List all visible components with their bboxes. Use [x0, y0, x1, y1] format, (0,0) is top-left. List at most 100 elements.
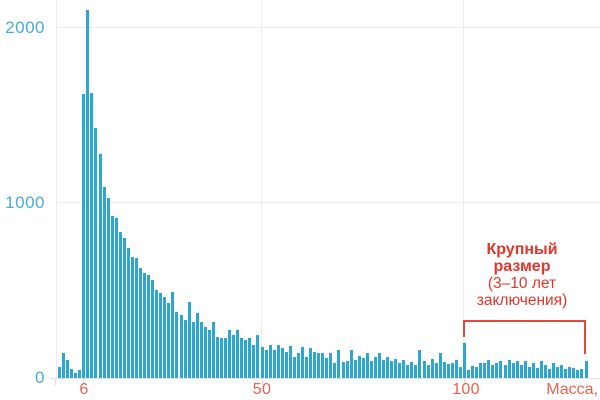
bar	[446, 364, 450, 378]
bar	[345, 361, 349, 378]
bar	[382, 360, 385, 378]
bar	[329, 353, 333, 378]
bar	[292, 357, 296, 378]
bar	[191, 322, 195, 378]
bar	[301, 347, 304, 378]
bar	[418, 350, 422, 378]
bar	[122, 238, 126, 378]
annotation-line-2: размер	[493, 258, 551, 275]
bar	[507, 360, 511, 378]
bar	[426, 365, 430, 378]
bar	[86, 10, 90, 378]
bar	[471, 366, 475, 378]
bar	[151, 280, 155, 378]
bar	[410, 362, 414, 378]
bar	[313, 352, 317, 378]
x-tick-label-6: 6	[79, 381, 89, 398]
bar	[349, 350, 353, 378]
bar	[288, 346, 292, 378]
bar	[203, 327, 207, 378]
bar	[317, 353, 321, 378]
bar	[280, 348, 284, 378]
bar	[130, 257, 134, 378]
bar	[475, 367, 479, 378]
bar	[361, 358, 365, 378]
bar	[463, 343, 466, 378]
bar	[434, 363, 438, 378]
bar	[467, 370, 471, 378]
bar	[499, 361, 503, 378]
tick-x-6	[83, 379, 84, 385]
bar	[398, 363, 402, 378]
bar	[187, 302, 191, 378]
bar	[126, 248, 130, 378]
bar	[102, 187, 106, 378]
bar	[539, 361, 543, 378]
annotation-line-1: Крупный	[486, 241, 558, 258]
bar	[284, 352, 288, 378]
bar	[531, 363, 535, 378]
bar	[369, 361, 373, 378]
bar	[134, 258, 138, 378]
gridline-y-2000	[56, 27, 600, 28]
tick-x-50	[262, 379, 263, 385]
bar	[572, 368, 576, 378]
bar	[179, 315, 183, 378]
tick-x-0	[55, 379, 56, 385]
x-tick-label-100: 100	[452, 381, 480, 398]
bar	[325, 358, 329, 378]
bar	[296, 353, 300, 378]
bar	[143, 273, 147, 378]
bar	[556, 367, 560, 378]
bar	[224, 338, 228, 378]
bar	[454, 360, 458, 378]
bar	[252, 345, 256, 378]
bar	[118, 232, 122, 378]
bar	[576, 370, 580, 378]
y-tick-label-2000: 2000	[5, 18, 45, 37]
bar	[236, 330, 240, 378]
bar	[82, 94, 86, 378]
bar	[479, 363, 483, 378]
bar	[548, 369, 552, 378]
bar	[256, 335, 260, 378]
bar	[584, 361, 588, 378]
x-tick-label-50: 50	[252, 381, 272, 398]
bar	[276, 345, 280, 378]
bar	[511, 363, 515, 378]
bar	[260, 347, 264, 378]
bar	[78, 370, 82, 378]
annotation-line-3: (3–10 лет	[487, 275, 557, 292]
bar	[199, 322, 203, 378]
bar	[483, 363, 487, 378]
bar	[94, 128, 98, 378]
y-tick-label-1000: 1000	[5, 193, 45, 212]
bar	[248, 338, 252, 378]
gridline-y-1000	[56, 202, 600, 203]
bar	[58, 367, 61, 378]
bar	[220, 338, 223, 378]
bar	[422, 361, 426, 378]
bar	[527, 367, 531, 378]
bar	[90, 93, 94, 378]
bar	[155, 290, 159, 378]
range-bracket-left	[463, 320, 465, 337]
bar	[159, 293, 163, 378]
bar	[450, 363, 454, 378]
bar	[147, 275, 151, 378]
bar	[183, 320, 187, 378]
range-bracket-right	[584, 320, 586, 354]
tick-x-100	[464, 379, 465, 385]
bar	[321, 353, 325, 378]
bar	[268, 345, 272, 378]
bar	[580, 369, 584, 378]
bar	[264, 350, 268, 378]
bar	[491, 365, 495, 378]
bar	[62, 353, 66, 378]
bar	[406, 365, 410, 378]
bar	[171, 292, 175, 378]
bar	[535, 368, 539, 378]
bar	[70, 369, 74, 378]
bar	[365, 353, 369, 378]
annotation-line-4: заключения)	[476, 292, 568, 309]
